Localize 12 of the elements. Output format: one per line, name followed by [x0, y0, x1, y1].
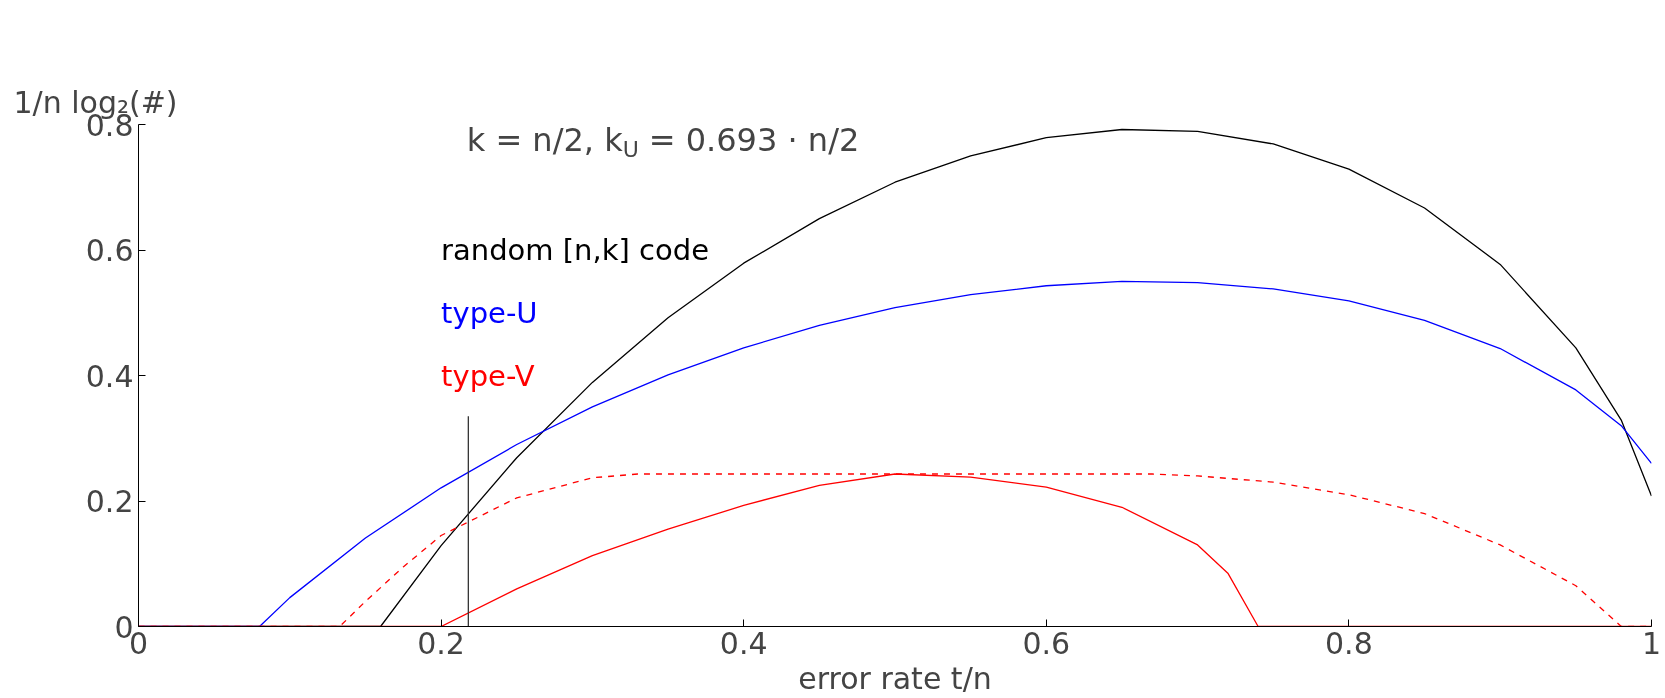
y-tick-label: 0.4: [85, 358, 134, 394]
x-tick-label: 0.8: [1325, 625, 1373, 661]
y-tick-label: 0.6: [85, 233, 134, 268]
text: type-U: [441, 295, 538, 330]
x-tick-label: 0.4: [719, 625, 768, 661]
x-tick-label: 0.6: [1022, 625, 1071, 661]
series-label: random [n,k] code: [441, 233, 709, 267]
x-axis-title: error rate t/n: [798, 660, 992, 696]
x-tick-label: 0.2: [417, 625, 465, 661]
y-tick-label: 0.2: [85, 484, 134, 519]
x-tick-label: 1: [1641, 625, 1662, 661]
text: type-V: [441, 358, 535, 393]
